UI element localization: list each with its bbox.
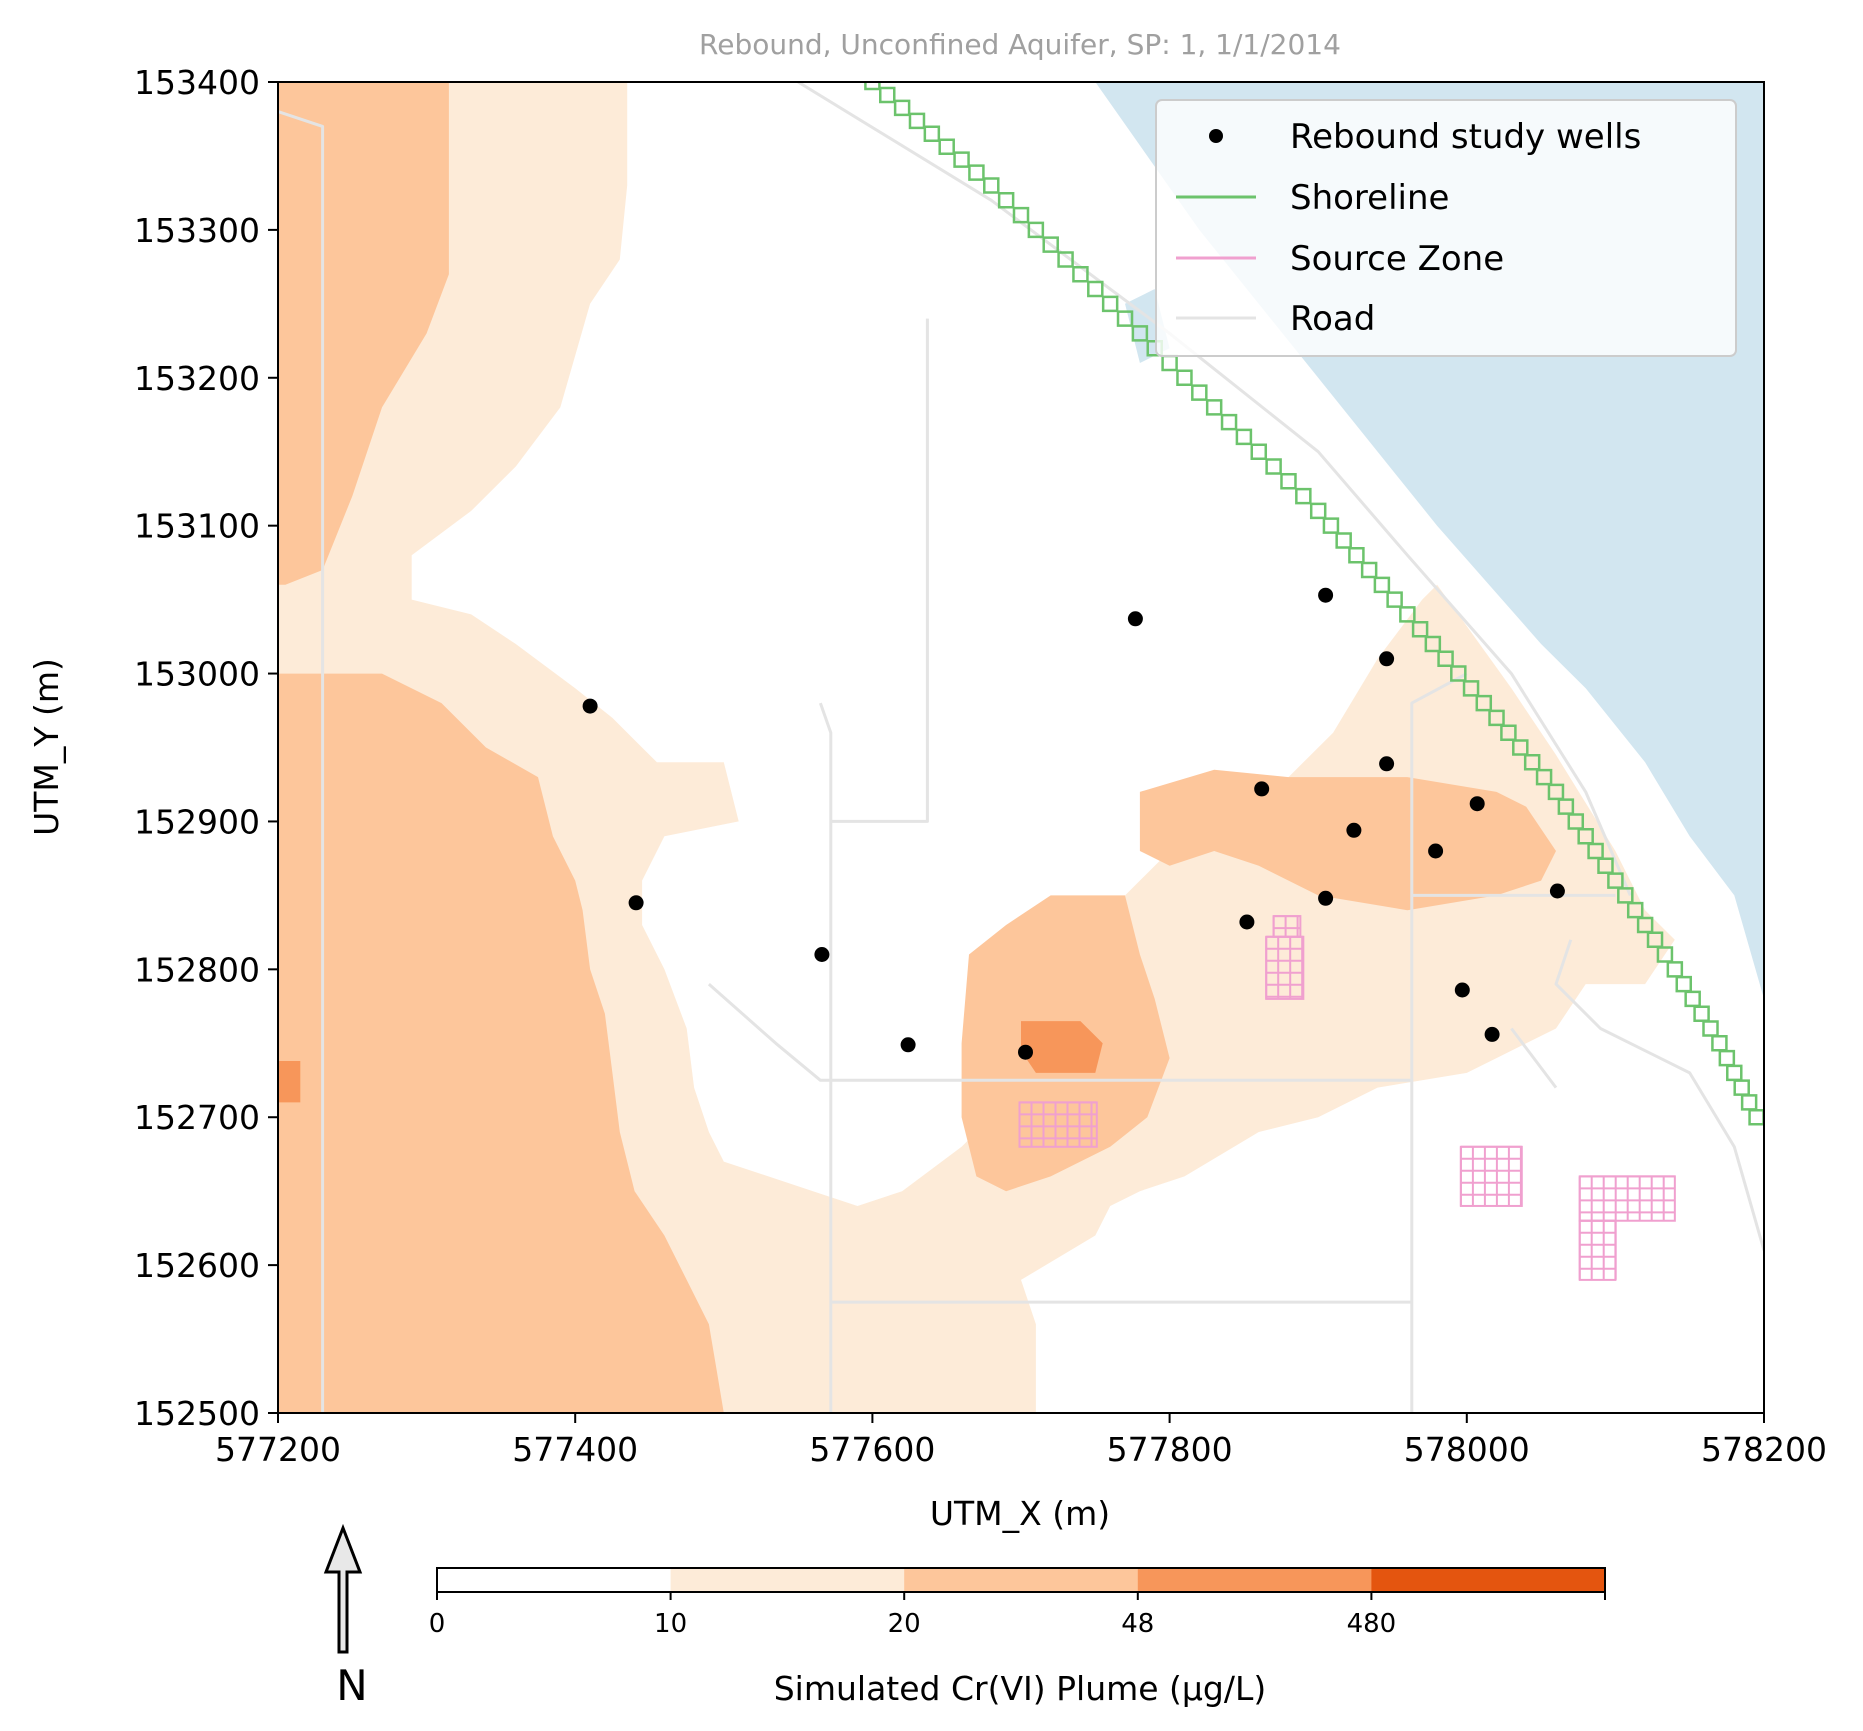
colorbar-segment — [437, 1568, 672, 1592]
study-well — [1239, 914, 1255, 930]
x-tick-label: 577200 — [215, 1430, 341, 1469]
north-arrow-icon — [323, 1523, 363, 1654]
colorbar-ticks: 0 10 20 48 480 — [429, 1592, 1606, 1639]
legend: Rebound study wells Shoreline Source Zon… — [1155, 99, 1737, 357]
y-tick-label: 153400 — [134, 63, 260, 102]
y-tick-label: 153100 — [134, 507, 260, 546]
road — [818, 702, 833, 1413]
y-tick-label: 152700 — [134, 1098, 260, 1137]
colorbar-segments — [437, 1568, 1606, 1592]
x-tick-label: 578200 — [1701, 1430, 1827, 1469]
x-tick-label: 577800 — [1107, 1430, 1233, 1469]
x-tick-label: 578000 — [1404, 1430, 1530, 1469]
legend-label-road: Road — [1290, 299, 1375, 339]
study-well — [900, 1037, 916, 1053]
study-well — [1127, 611, 1143, 627]
study-well — [1428, 843, 1444, 859]
source-zone — [1578, 1175, 1676, 1222]
study-well — [1469, 796, 1485, 812]
study-well — [582, 698, 598, 714]
y-tick-label: 152600 — [134, 1246, 260, 1285]
study-well — [1454, 982, 1470, 998]
source-zone — [1459, 1145, 1523, 1207]
colorbar-tick-label: 20 — [888, 1609, 921, 1639]
source-zone-layer — [1018, 915, 1676, 1281]
legend-label-shoreline: Shoreline — [1290, 178, 1449, 218]
wells-layer — [582, 587, 1565, 1060]
y-axis: 152500 152600 152700 152800 152900 153000 1531… — [134, 63, 278, 1433]
study-well — [628, 895, 644, 911]
colorbar-segment — [670, 1568, 905, 1592]
study-well — [1318, 890, 1334, 906]
x-tick-label: 577400 — [512, 1430, 638, 1469]
legend-well-marker — [1209, 129, 1223, 143]
source-zone — [1018, 1101, 1098, 1148]
colorbar-segment — [1371, 1568, 1606, 1592]
colorbar-tick-label: 480 — [1347, 1609, 1397, 1639]
study-well — [1346, 822, 1362, 838]
x-axis: 577200 577400 577600 577800 578000 578200 — [215, 1413, 1827, 1469]
colorbar-tick-label: 0 — [429, 1609, 446, 1639]
road — [1510, 1027, 1558, 1089]
plume-zone-level-2 — [278, 82, 449, 585]
y-tick-label: 152500 — [134, 1394, 260, 1433]
study-well — [1018, 1044, 1033, 1060]
road — [830, 318, 929, 823]
colorbar-segment — [1137, 1568, 1372, 1592]
chart-title: Rebound, Unconfined Aquifer, SP: 1, 1/1/… — [699, 28, 1341, 61]
plume-zone-level-2 — [1139, 769, 1556, 911]
study-well — [814, 947, 830, 962]
study-well — [1549, 883, 1565, 899]
plume-zone-level-3 — [278, 1061, 301, 1103]
north-label: N — [336, 1661, 367, 1710]
study-well — [1379, 756, 1395, 772]
y-tick-label: 153200 — [134, 359, 260, 398]
road — [1410, 672, 1468, 1081]
y-tick-label: 153300 — [134, 211, 260, 250]
road — [278, 110, 325, 1413]
colorbar: 0 10 20 48 480 — [429, 1567, 1606, 1639]
road — [1554, 939, 1764, 1251]
legend-label-source-zone: Source Zone — [1290, 239, 1504, 279]
study-well — [1484, 1026, 1500, 1042]
y-tick-label: 152900 — [134, 802, 260, 841]
colorbar-tick-label: 10 — [654, 1609, 687, 1639]
legend-label-wells: Rebound study wells — [1290, 117, 1641, 157]
plume-zone-level-2 — [278, 673, 724, 1413]
plot-frame — [277, 81, 1765, 1414]
legend-box — [1155, 99, 1737, 357]
source-zone — [1578, 1219, 1617, 1281]
road — [707, 982, 831, 1082]
colorbar-frame — [436, 1567, 1606, 1593]
y-tick-label: 152800 — [134, 950, 260, 989]
colorbar-label: Simulated Cr(VI) Plume (µg/L) — [774, 1669, 1267, 1708]
study-well — [1379, 651, 1395, 667]
colorbar-tick-label: 48 — [1121, 1609, 1154, 1639]
shoreline — [864, 82, 1764, 1126]
y-axis-label: UTM_Y (m) — [27, 658, 66, 836]
x-tick-label: 577600 — [809, 1430, 935, 1469]
x-axis-label: UTM_X (m) — [930, 1494, 1110, 1533]
plume-zone-level-3 — [1021, 1021, 1103, 1073]
source-zone — [1265, 935, 1305, 1000]
study-well — [1318, 587, 1334, 603]
colorbar-segment — [904, 1568, 1139, 1592]
shoreline-layer — [864, 82, 1764, 1126]
y-tick-label: 153000 — [134, 655, 260, 694]
study-well — [1254, 781, 1270, 797]
